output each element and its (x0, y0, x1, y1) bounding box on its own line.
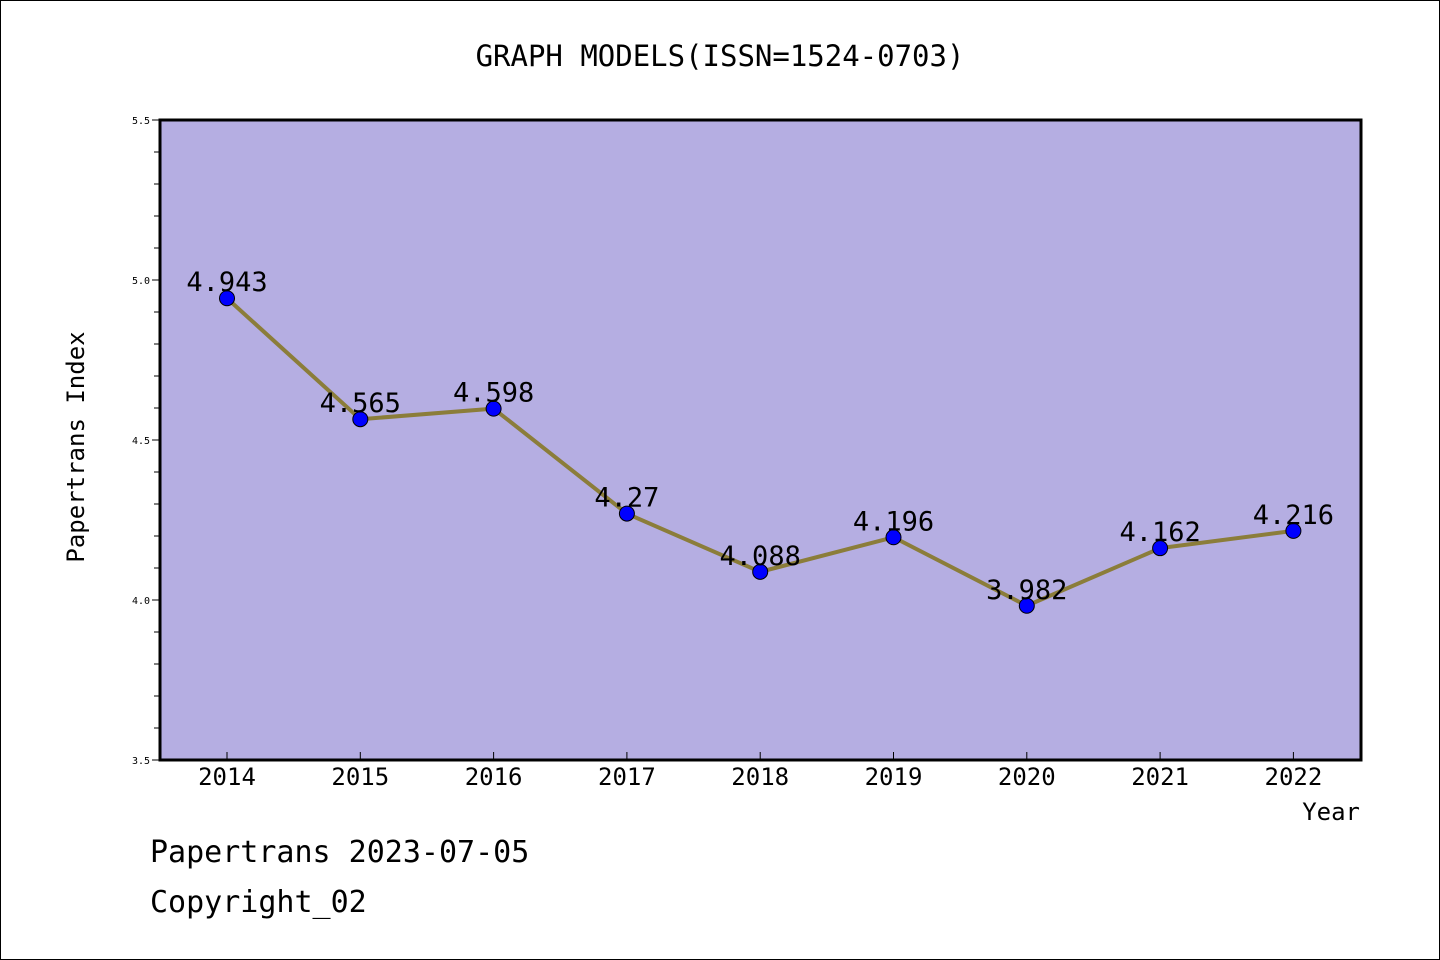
footer-copyright: Copyright_02 (150, 885, 367, 920)
data-point-2018 (752, 563, 769, 580)
y-axis: 3.5 4.0 4.5 5.0 5.5 (132, 116, 160, 767)
data-label-2015: 4.565 (320, 388, 401, 419)
data-point-2022 (1285, 522, 1302, 539)
x-tick-label: 2014 (198, 763, 256, 791)
data-point-2017 (618, 505, 635, 522)
plot-area (158, 118, 1363, 762)
data-labels: 4.943 4.565 4.598 4.27 4.088 4.196 3.982 4.162 4… (186, 267, 1334, 606)
data-label-2014: 4.943 (186, 267, 267, 298)
y-tick-label: 3.5 (132, 756, 150, 767)
data-point-2015 (352, 411, 369, 428)
data-point-2021 (1152, 540, 1169, 557)
data-label-2016: 4.598 (453, 378, 534, 409)
y-axis-label: Papertrans Index (62, 331, 90, 562)
x-tick-label: 2017 (598, 763, 656, 791)
x-axis: 2014 2015 2016 2017 2018 2019 2020 2021 2022 (198, 752, 1322, 791)
data-label-2021: 4.162 (1119, 517, 1200, 548)
data-point-2016 (485, 400, 502, 417)
y-tick-label: 5.5 (132, 116, 150, 127)
x-tick-label: 2022 (1265, 763, 1323, 791)
data-label-2018: 4.088 (720, 541, 801, 572)
y-tick-label: 4.5 (132, 436, 150, 447)
data-point-2020 (1018, 597, 1035, 614)
y-tick-label: 4.0 (132, 596, 150, 607)
x-tick-label: 2021 (1131, 763, 1189, 791)
x-tick-label: 2019 (865, 763, 923, 791)
x-axis-label: Year (1302, 798, 1360, 826)
footer-date: Papertrans 2023-07-05 (150, 835, 530, 870)
data-label-2020: 3.982 (986, 575, 1067, 606)
data-point-2019 (885, 529, 902, 546)
y-tick-label: 5.0 (132, 276, 150, 287)
x-tick-label: 2020 (998, 763, 1056, 791)
data-label-2019: 4.196 (853, 506, 934, 537)
chart-title: GRAPH MODELS(ISSN=1524-0703) (476, 39, 965, 73)
data-label-2022: 4.216 (1253, 500, 1334, 531)
x-tick-label: 2016 (465, 763, 523, 791)
x-tick-label: 2018 (731, 763, 789, 791)
x-tick-label: 2015 (331, 763, 389, 791)
series-line-group (219, 290, 1302, 614)
data-label-2017: 4.27 (594, 483, 659, 514)
data-point-2014 (219, 290, 235, 307)
